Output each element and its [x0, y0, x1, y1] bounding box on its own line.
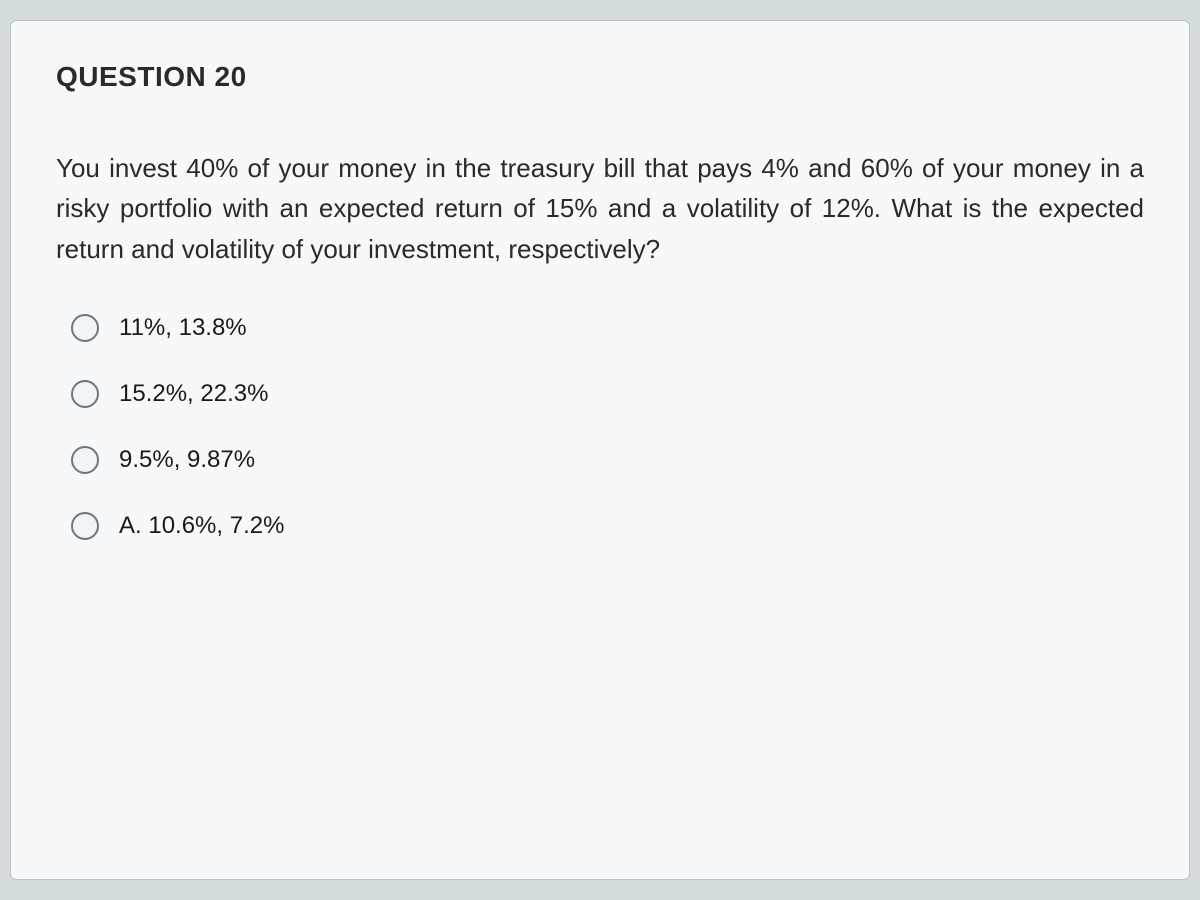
question-text: You invest 40% of your money in the trea… [56, 148, 1144, 269]
radio-option-4[interactable] [71, 512, 99, 540]
option-row-4[interactable]: A. 10.6%, 7.2% [56, 512, 1144, 540]
option-label: 9.5%, 9.87% [119, 446, 255, 474]
radio-option-1[interactable] [71, 314, 99, 342]
option-row-1[interactable]: 11%, 13.8% [56, 314, 1144, 342]
radio-option-3[interactable] [71, 446, 99, 474]
option-label: A. 10.6%, 7.2% [119, 512, 284, 540]
option-row-3[interactable]: 9.5%, 9.87% [56, 446, 1144, 474]
radio-option-2[interactable] [71, 380, 99, 408]
question-card: QUESTION 20 You invest 40% of your money… [10, 20, 1190, 880]
option-row-2[interactable]: 15.2%, 22.3% [56, 380, 1144, 408]
option-label: 11%, 13.8% [119, 314, 247, 342]
question-header: QUESTION 20 [56, 61, 1144, 93]
option-label: 15.2%, 22.3% [119, 380, 268, 408]
